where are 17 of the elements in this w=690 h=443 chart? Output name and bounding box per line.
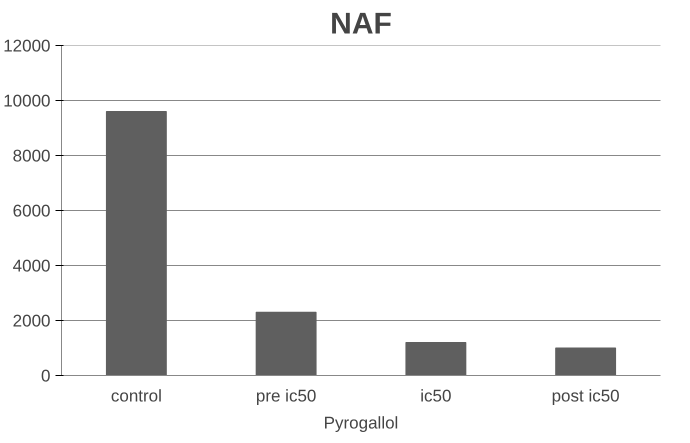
y-tick-label: 0 [41, 366, 51, 386]
chart-title: NAF [330, 8, 392, 40]
x-axis-title: Pyrogallol [324, 414, 398, 432]
x-tick-label: ic50 [420, 386, 452, 406]
y-tick-label: 6000 [12, 202, 51, 220]
x-tick-label: control [110, 386, 162, 406]
bar [256, 312, 317, 376]
bar [405, 342, 466, 376]
x-tick-label: post ic50 [552, 386, 620, 406]
y-tick-label: 8000 [12, 146, 51, 166]
bar [555, 348, 616, 376]
bar [106, 111, 167, 376]
x-tick-label: pre ic50 [256, 386, 316, 406]
y-tick-label: 12000 [3, 36, 51, 56]
y-tick-label: 10000 [3, 92, 51, 110]
y-tick-label: 4000 [12, 256, 51, 276]
y-tick-label: 2000 [12, 312, 51, 330]
